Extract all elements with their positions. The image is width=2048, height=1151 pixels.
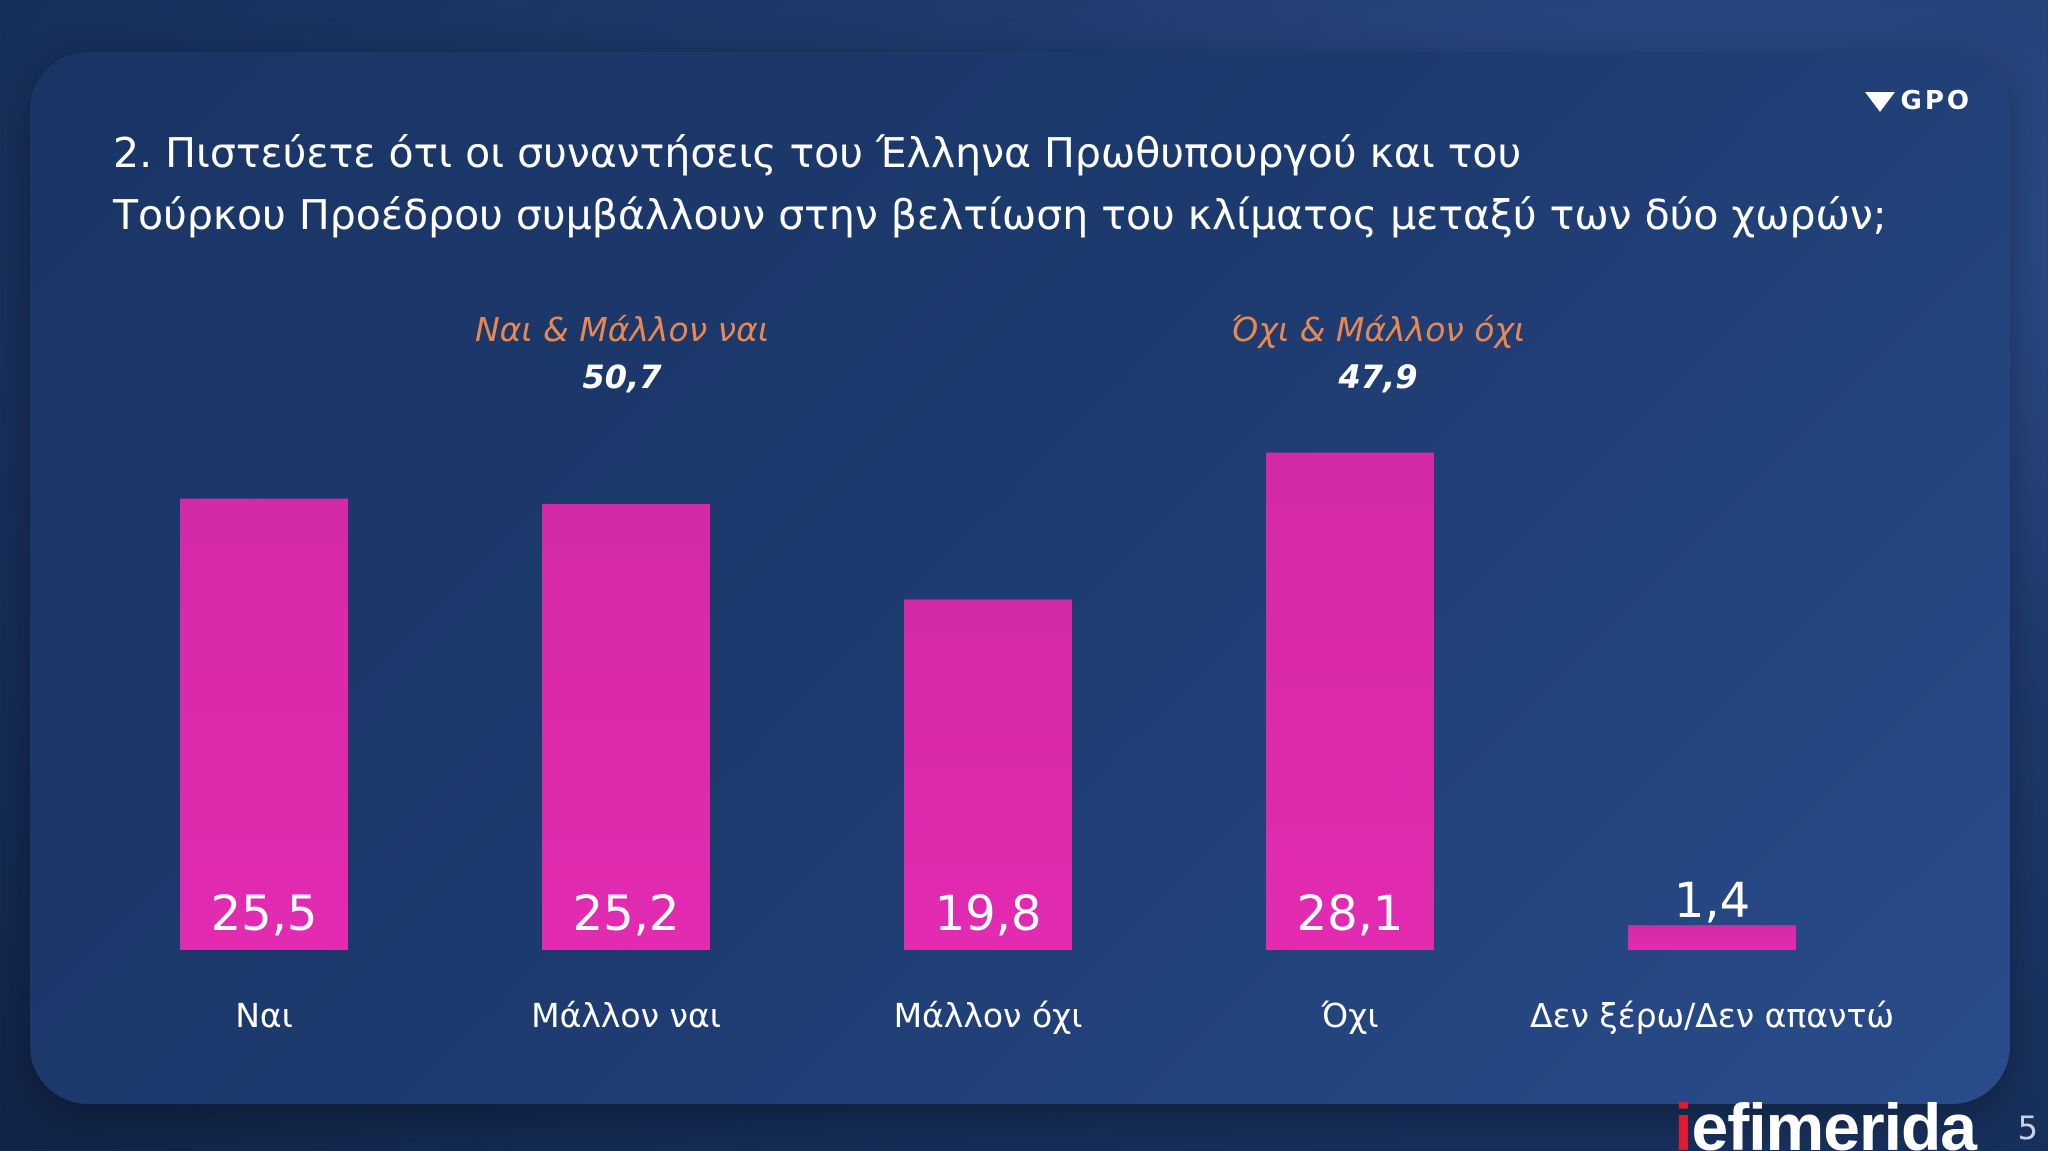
bar-2: [542, 503, 710, 950]
bar-value-label-1: 25,5: [211, 886, 318, 942]
gpo-logo: GPO: [1864, 86, 1973, 116]
question-title: 2. Πιστεύετε ότι οι συναντήσεις του Έλλη…: [113, 122, 1973, 246]
bar-3: [904, 599, 1072, 950]
bar-value-label-2: 25,2: [573, 886, 680, 942]
group-label-1: Ναι & Μάλλον ναι: [475, 310, 769, 349]
bar-5: [1628, 925, 1796, 950]
group-value-1: 50,7: [583, 358, 663, 396]
category-label-5: Δεν ξέρω/Δεν απαντώ: [1530, 996, 1894, 1035]
group-value-2: 47,9: [1338, 358, 1418, 396]
question-line-1: 2. Πιστεύετε ότι οι συναντήσεις του Έλλη…: [113, 129, 1522, 177]
question-line-2: Τούρκου Προέδρου συμβάλλουν στην βελτίωσ…: [113, 191, 1887, 239]
bar-1: [180, 498, 348, 950]
bar-value-label-3: 19,8: [935, 886, 1042, 942]
gpo-heart-icon: [1864, 92, 1895, 112]
brand-prefix: i: [1674, 1090, 1692, 1151]
iefimerida-brand: iefimerida: [1674, 1089, 1977, 1151]
gpo-logo-text: GPO: [1900, 86, 1972, 116]
category-label-1: Ναι: [235, 996, 293, 1035]
bar-4: [1266, 452, 1434, 950]
brand-rest: efimerida: [1691, 1090, 1977, 1151]
category-label-4: Όχι: [1320, 996, 1378, 1035]
page-number: 5: [2017, 1109, 2038, 1147]
category-label-2: Μάλλον ναι: [531, 996, 721, 1035]
bar-value-label-4: 28,1: [1297, 886, 1404, 942]
category-label-3: Μάλλον όχι: [894, 996, 1083, 1035]
bar-value-label-5: 1,4: [1674, 873, 1750, 929]
group-label-2: Όχι & Μάλλον όχι: [1231, 310, 1525, 349]
